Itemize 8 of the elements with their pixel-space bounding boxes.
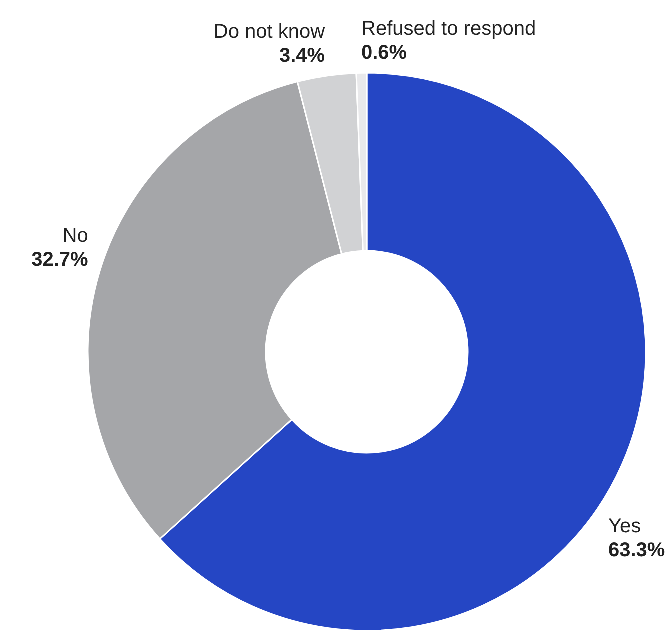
data-label: 3.4% xyxy=(280,45,326,68)
slice-label: Refused to respond xyxy=(362,18,536,40)
slice-label: Yes xyxy=(608,515,642,538)
slice-label: No xyxy=(62,225,88,248)
data-label: 63.3% xyxy=(608,539,665,562)
data-label: 32.7% xyxy=(32,249,89,272)
slice-label: Do not know xyxy=(214,21,326,44)
data-label: 0.6% xyxy=(362,42,408,64)
